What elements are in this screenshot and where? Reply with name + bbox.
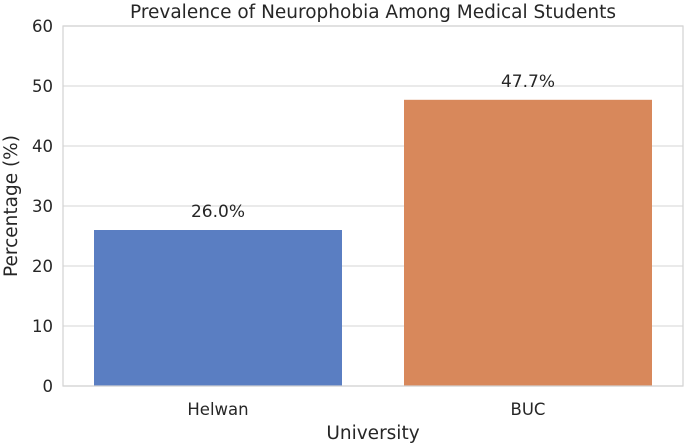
y-tick-label: 60: [32, 17, 53, 36]
bar: [404, 99, 652, 387]
bar-value-label: 26.0%: [191, 202, 245, 222]
y-tick-label: 50: [32, 77, 53, 96]
bars-layer: [94, 99, 652, 387]
x-tick-label: BUC: [511, 400, 546, 419]
y-tick-label: 10: [32, 317, 53, 336]
bar-value-label: 47.7%: [501, 72, 555, 92]
chart-title: Prevalence of Neurophobia Among Medical …: [130, 2, 616, 23]
x-tick-label: Helwan: [187, 400, 248, 419]
y-tick-label: 30: [32, 197, 53, 216]
y-axis-label: Percentage (%): [1, 135, 22, 277]
y-tick-label: 20: [32, 257, 53, 276]
x-axis-label: University: [326, 423, 419, 444]
y-tick-label: 0: [43, 377, 54, 396]
bar: [94, 230, 342, 386]
labels-layer: 26.0% 47.7%: [191, 72, 555, 222]
plot-frame: [62, 25, 684, 387]
ticks-layer: 0 10 20 30 40 50 60 Helwan BUC: [32, 17, 545, 419]
frame-layer: [62, 25, 684, 387]
y-tick-label: 40: [32, 137, 53, 156]
